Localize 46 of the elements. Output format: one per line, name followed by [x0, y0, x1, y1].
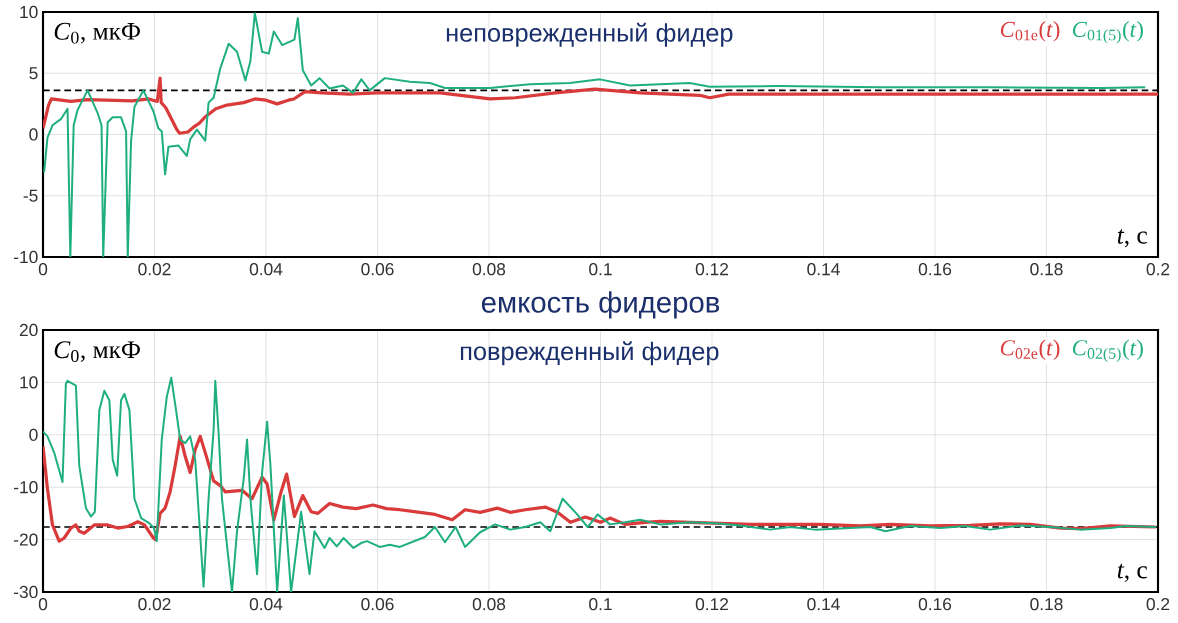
x-tick-label: 0.12: [695, 263, 728, 276]
x-tick-label: 0.14: [807, 598, 840, 611]
x-tick-label: 0: [38, 598, 48, 611]
y-axis-title: C$_{0}$, мкФ: [54, 22, 140, 44]
y-tick-label: -20: [14, 533, 38, 546]
x-tick-label: 0.2: [1146, 263, 1170, 276]
x-tick-label: 0.02: [138, 263, 171, 276]
chart-title: емкость фидеров: [481, 291, 720, 319]
x-tick-label: 0.08: [472, 263, 506, 276]
text: C$_{01e}$(t): [1000, 21, 1060, 42]
chart-subtitle: неповрежденный фидер: [446, 22, 733, 47]
x-tick-label: 0.06: [361, 598, 394, 611]
x-tick-label: 0.16: [918, 598, 952, 611]
x-tick-label: 0.1: [589, 263, 612, 276]
x-tick-label: 0.1: [589, 598, 612, 611]
x-axis-title: t, с: [1117, 563, 1147, 583]
y-axis-title: C$_{0}$, мкФ: [54, 341, 140, 363]
y-tick-label: -5: [23, 189, 38, 202]
text: C$_{02e}$(t): [1000, 339, 1060, 361]
y-tick-label: 10: [20, 376, 38, 389]
y-tick-label: -30: [14, 585, 38, 599]
x-tick-label: 0.16: [918, 263, 952, 276]
y-tick-label: 5: [29, 67, 38, 80]
line-series: [43, 376, 1157, 592]
y-tick-label: -10: [14, 250, 38, 264]
y-tick-label: 0: [29, 428, 38, 441]
x-tick-label: 0.06: [361, 263, 394, 276]
x-tick-label: 0.12: [695, 598, 728, 611]
x-tick-label: 0.18: [1030, 598, 1063, 611]
x-tick-label: 0.18: [1030, 263, 1063, 276]
x-tick-label: 0: [38, 263, 48, 276]
y-tick-label: 10: [20, 5, 38, 19]
line-series: [43, 12, 1147, 257]
x-tick-label: 0.04: [249, 263, 283, 276]
y-tick-label: -10: [14, 481, 38, 494]
x-tick-label: 0.08: [472, 598, 506, 611]
x-axis-title: t, с: [1117, 229, 1147, 248]
chart-subtitle: поврежденный фидер: [460, 341, 719, 366]
series-label: C$_{01(5)}$(t): [1072, 21, 1143, 44]
text: C$_{02(5)}$(t): [1072, 339, 1143, 363]
x-tick-label: 0.14: [807, 263, 840, 276]
y-tick-label: 0: [29, 128, 38, 141]
y-tick-label: 20: [19, 323, 38, 337]
x-tick-label: 0.04: [249, 598, 283, 611]
x-tick-label: 0.02: [138, 598, 171, 611]
x-tick-label: 0.2: [1146, 598, 1170, 611]
